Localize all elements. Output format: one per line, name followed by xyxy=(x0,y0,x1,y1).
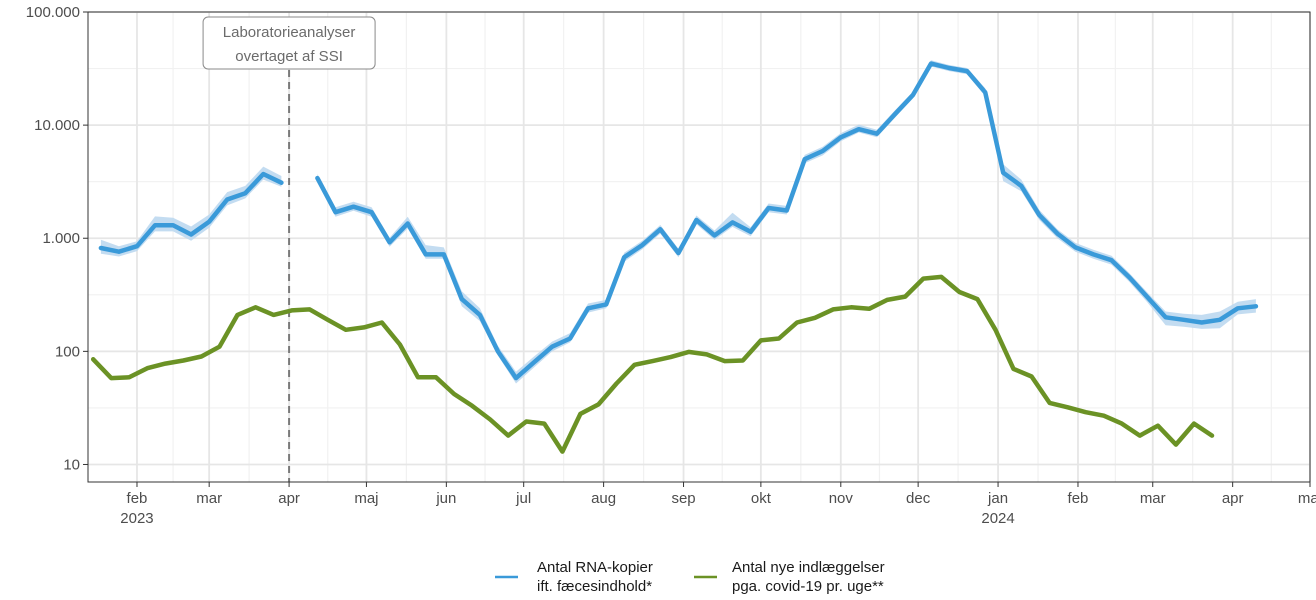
y-tick-label: 1.000 xyxy=(42,230,80,247)
x-tick-label: sep xyxy=(671,490,695,507)
x-tick-label: mar xyxy=(1140,490,1166,507)
annotation-text-line-2: overtaget af SSI xyxy=(235,48,343,65)
series-0-line xyxy=(315,61,1259,381)
x-tick-label: mar xyxy=(196,490,222,507)
y-tick-label: 100.000 xyxy=(26,4,80,21)
x-tick-label: maj xyxy=(1298,490,1316,507)
legend-label-admissions-line-2: pga. covid-19 pr. uge** xyxy=(732,578,884,595)
x-tick-year-label: 2023 xyxy=(120,510,153,527)
x-tick-label: okt xyxy=(751,490,772,507)
x-tick-label: aug xyxy=(591,490,616,507)
x-tick-year-label: 2024 xyxy=(981,510,1014,527)
legend-label-admissions-line-1: Antal nye indlæggelser xyxy=(732,559,885,576)
series-0-band xyxy=(100,166,282,257)
grid-lines xyxy=(88,11,1311,482)
legend: Antal RNA-kopier ift. fæcesindhold* Anta… xyxy=(495,559,885,595)
x-tick-label: maj xyxy=(354,490,378,507)
y-tick-label: 10.000 xyxy=(34,117,80,134)
y-tick-label: 100 xyxy=(55,343,80,360)
series-1-line xyxy=(90,274,1215,454)
x-tick-label: jan xyxy=(987,490,1008,507)
axes: 10 100 1.000 10.000 100.000 feb 2023 mar apr maj j… xyxy=(26,4,1316,527)
series-0-line xyxy=(98,171,284,254)
x-tick-label: feb xyxy=(1068,490,1089,507)
x-tick-label: nov xyxy=(829,490,854,507)
annotation: Laboratorieanalyser overtaget af SSI xyxy=(202,16,376,482)
series-lines xyxy=(90,61,1259,454)
x-tick-label: apr xyxy=(1222,490,1244,507)
x-tick-label: dec xyxy=(906,490,931,507)
x-tick-label: jul xyxy=(515,490,531,507)
legend-label-rna-line-1: Antal RNA-kopier xyxy=(537,559,653,576)
x-tick-label: apr xyxy=(278,490,300,507)
annotation-box xyxy=(202,16,376,70)
legend-label-rna-line-2: ift. fæcesindhold* xyxy=(537,578,652,595)
plot-border xyxy=(87,11,1311,483)
y-tick-label: 10 xyxy=(63,456,80,473)
x-tick-label: feb xyxy=(127,490,148,507)
x-tick-label: jun xyxy=(435,490,456,507)
confidence-bands xyxy=(100,60,1256,384)
annotation-text-line-1: Laboratorieanalyser xyxy=(223,24,356,41)
